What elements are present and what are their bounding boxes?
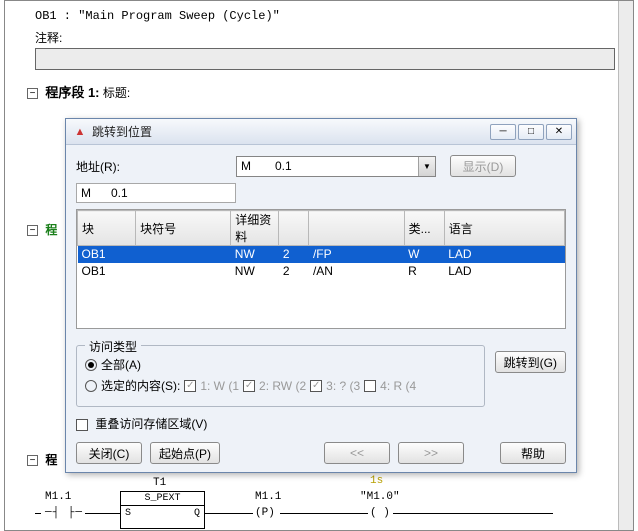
results-table[interactable]: 块块符号详细资料 类...语言 OB1NW2/FPWLADOB1NW2/ANRLA… (76, 209, 566, 329)
col-header[interactable]: 类... (404, 211, 444, 246)
col-header[interactable] (309, 211, 404, 246)
help-button[interactable]: 帮助 (500, 442, 566, 464)
radio-all[interactable]: 全部(A) (85, 356, 476, 373)
filter-checkbox (184, 380, 196, 392)
dialog-title: 跳转到位置 (92, 123, 488, 140)
segment-3-label: 程 (45, 453, 57, 467)
filter-checkbox (364, 380, 376, 392)
filter-checkbox (310, 380, 322, 392)
ladder-diagram: T1 1s M1.1 M1.1 "M1.0" S_PEXT SQ ─┤ ├─ (… (35, 475, 615, 530)
display-button[interactable]: 显示(D) (450, 155, 516, 177)
col-header[interactable]: 块符号 (136, 211, 231, 246)
segment-1-label: 程序段 1: (45, 85, 99, 100)
col-header[interactable]: 语言 (444, 211, 564, 246)
comment-label: 注释: (35, 29, 621, 46)
comment-box[interactable] (35, 48, 615, 70)
chevron-down-icon[interactable]: ▼ (418, 157, 435, 176)
table-row[interactable]: OB1NW2/ANRLAD (78, 263, 565, 280)
minimize-button[interactable]: ─ (490, 124, 516, 140)
overlap-checkbox[interactable] (76, 419, 88, 431)
goto-button[interactable]: 跳转到(G) (495, 351, 566, 373)
close-button[interactable]: 关闭(C) (76, 442, 142, 464)
close-x-button[interactable]: ✕ (546, 124, 572, 140)
segment-2-collapse-icon[interactable]: − (27, 225, 38, 236)
access-type-group: 访问类型 全部(A) 选定的内容(S): 1: W (12: RW (23: ?… (76, 345, 485, 407)
segment-collapse-icon[interactable]: − (27, 88, 38, 99)
maximize-button[interactable]: □ (518, 124, 544, 140)
access-type-label: 访问类型 (85, 338, 141, 355)
address-readonly: M0.1 (76, 183, 236, 203)
table-row[interactable]: OB1NW2/FPWLAD (78, 246, 565, 263)
dialog-titlebar[interactable]: ▲ 跳转到位置 ─ □ ✕ (66, 119, 576, 145)
segment-3-collapse-icon[interactable]: − (27, 455, 38, 466)
dialog-icon: ▲ (72, 124, 88, 140)
segment-2-label: 程 (45, 223, 57, 237)
prev-button[interactable]: << (324, 442, 390, 464)
overlap-checkbox-row[interactable]: 重叠访问存储区域(V) (76, 415, 566, 432)
address-combo[interactable]: M0.1 ▼ (236, 156, 436, 177)
radio-all-input[interactable] (85, 359, 97, 371)
col-header[interactable] (279, 211, 309, 246)
address-label: 地址(R): (76, 158, 146, 175)
vertical-scrollbar[interactable] (618, 1, 633, 530)
col-header[interactable]: 块 (78, 211, 136, 246)
segment-1-title[interactable]: 标题: (103, 86, 130, 100)
col-header[interactable]: 详细资料 (231, 211, 279, 246)
radio-selected[interactable]: 选定的内容(S): 1: W (12: RW (23: ? (34: R (4 (85, 377, 476, 394)
ob1-header: OB1 : "Main Program Sweep (Cycle)" (5, 1, 633, 23)
radio-selected-input[interactable] (85, 380, 97, 392)
filter-checkbox (243, 380, 255, 392)
startpoint-button[interactable]: 起始点(P) (150, 442, 220, 464)
next-button[interactable]: >> (398, 442, 464, 464)
goto-location-dialog: ▲ 跳转到位置 ─ □ ✕ 地址(R): M0.1 ▼ 显示(D) M0.1 块… (65, 118, 577, 473)
